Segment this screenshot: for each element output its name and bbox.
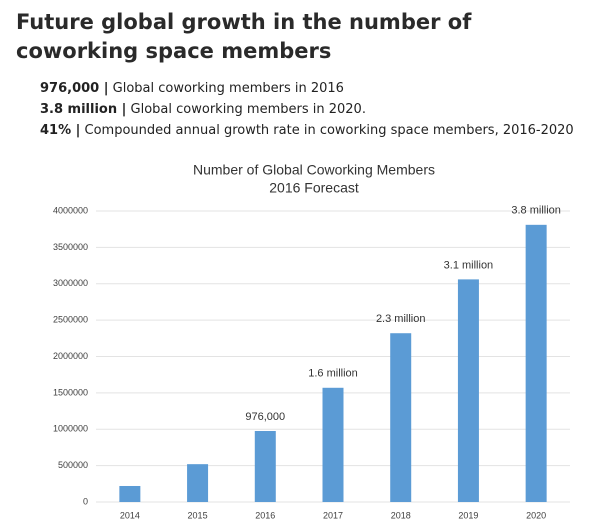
stat-text: Global coworking members in 2020.	[130, 102, 366, 117]
y-tick-label: 3500000	[53, 242, 88, 252]
page-title: Future global growth in the number of co…	[16, 10, 472, 63]
x-tick-label: 2015	[188, 510, 208, 520]
x-tick-label: 2016	[255, 510, 275, 520]
value-label: 976,000	[245, 411, 285, 423]
x-tick-label: 2017	[323, 510, 343, 520]
stat: 976,000 | Global coworking members in 20…	[40, 78, 574, 99]
stat: 41% | Compounded annual growth rate in c…	[40, 120, 574, 141]
x-tick-label: 2019	[458, 510, 478, 520]
bar	[390, 333, 412, 502]
stat-figure: 41% |	[40, 123, 81, 138]
stat-text: Compounded annual growth rate in coworki…	[84, 123, 574, 138]
y-tick-label: 500000	[58, 460, 88, 470]
chart-subtitle: 2016 Forecast	[269, 180, 359, 196]
x-tick-label: 2020	[526, 510, 546, 520]
stat-text: Global coworking members in 2016	[112, 81, 344, 96]
value-label: 3.1 million	[444, 259, 494, 271]
chart-title: Number of Global Coworking Members	[193, 162, 435, 178]
y-tick-label: 2000000	[53, 351, 88, 361]
stat: 3.8 million | Global coworking members i…	[40, 99, 574, 120]
y-tick-label: 0	[83, 496, 88, 506]
x-tick-label: 2018	[391, 510, 411, 520]
bar	[322, 387, 344, 502]
value-label: 3.8 million	[511, 205, 561, 217]
y-tick-label: 1500000	[53, 387, 88, 397]
bar	[525, 224, 547, 502]
x-tick-label: 2014	[120, 510, 140, 520]
value-label: 2.3 million	[376, 313, 426, 325]
bar	[119, 485, 141, 502]
stat-figure: 3.8 million |	[40, 102, 127, 117]
y-tick-label: 3000000	[53, 278, 88, 288]
value-label: 1.6 million	[308, 368, 358, 380]
bar	[457, 279, 479, 502]
bar	[254, 430, 276, 502]
stats: 976,000 | Global coworking members in 20…	[40, 78, 574, 141]
stat-figure: 976,000 |	[40, 81, 109, 96]
y-tick-label: 4000000	[53, 205, 88, 215]
bar	[187, 464, 209, 502]
y-tick-label: 1000000	[53, 424, 88, 434]
y-tick-label: 2500000	[53, 315, 88, 325]
